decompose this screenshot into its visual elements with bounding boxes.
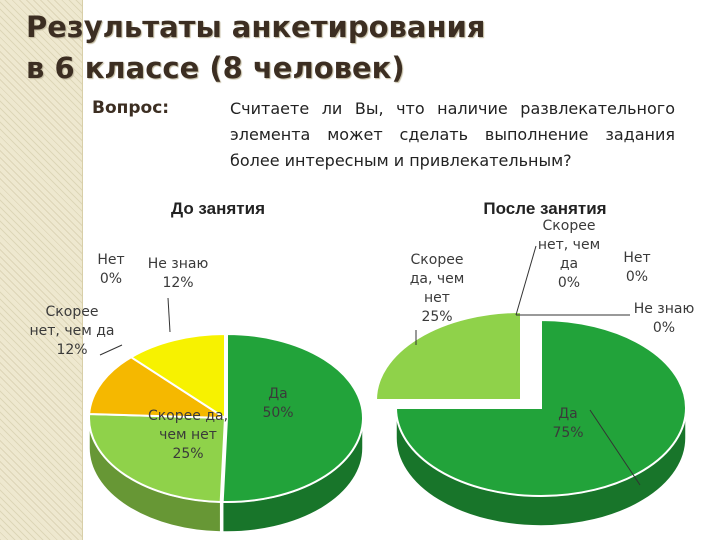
- page-title-line-2: в 6 классе (8 человек): [26, 51, 405, 85]
- slice-1-2: [88, 412, 227, 503]
- data-label-2-3: Скорее нет, чем да 0%: [538, 218, 600, 291]
- slice-1-5: [129, 332, 226, 420]
- data-label-2-1: Да 75%: [552, 406, 583, 441]
- data-label-2-5: Не знаю 0%: [634, 301, 695, 336]
- leader-line-1-1: [99, 344, 123, 356]
- slice-2-1: [394, 318, 687, 497]
- decorative-stripe: [0, 0, 82, 540]
- slice-2-2: [374, 310, 522, 401]
- data-label-1-3: Скорее нет, чем да 12%: [30, 304, 115, 358]
- data-label-2-4: Нет 0%: [623, 250, 650, 285]
- data-label-1-4: Нет 0%: [97, 252, 124, 287]
- chart-title-1: До занятия: [171, 199, 265, 218]
- chart-title-2: После занятия: [483, 199, 606, 218]
- slice-1-3: [88, 356, 229, 420]
- leader-line-1-2: [167, 297, 171, 333]
- leader-line-2-4: [589, 409, 641, 486]
- pie-chart-1: До занятия Да 50% Скорее да, чем нет 25% Скоре…: [30, 199, 364, 533]
- data-label-1-1: Да 50%: [262, 386, 293, 421]
- slice-1-1: [221, 332, 364, 503]
- page-title-line-1: Результаты анкетирования: [26, 10, 486, 44]
- question-label: Вопрос:: [92, 98, 170, 118]
- data-label-2-2: Скорее да, чем нет 25%: [410, 252, 465, 325]
- data-label-1-5: Не знаю 12%: [148, 256, 209, 291]
- stripe-divider: [82, 0, 83, 540]
- pie-chart-2: После занятия Да 75% Скорее да, чем нет 25% Ско…: [374, 199, 695, 527]
- question-text: Считаете ли Вы, что наличие развлекатель…: [230, 99, 675, 170]
- data-label-1-2: Скорее да, чем нет 25%: [148, 408, 228, 462]
- leader-line-2-1: [515, 245, 537, 316]
